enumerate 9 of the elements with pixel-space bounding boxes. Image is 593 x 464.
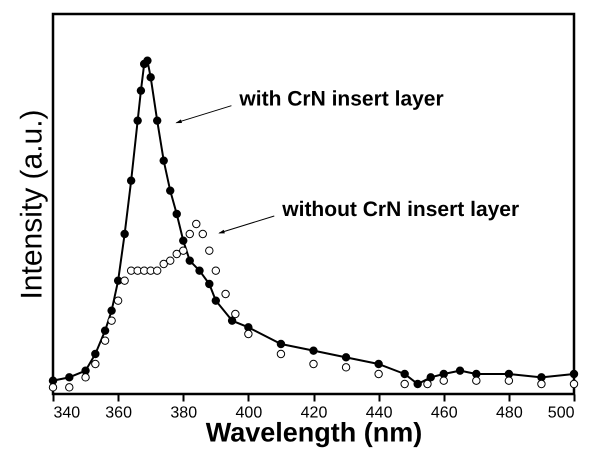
x-tick-label: 460	[430, 404, 458, 422]
y-axis-title: Intensity (a.u.)	[16, 109, 48, 300]
x-tick-label: 480	[496, 404, 523, 422]
annotation: with CrN insert layer	[238, 88, 444, 111]
x-tick-label: 500	[548, 404, 575, 422]
x-tick-label: 380	[170, 404, 198, 422]
annotation: without CrN insert layer	[281, 198, 520, 221]
x-tick-label: 360	[105, 404, 132, 422]
x-tick-label: 340	[54, 404, 80, 422]
